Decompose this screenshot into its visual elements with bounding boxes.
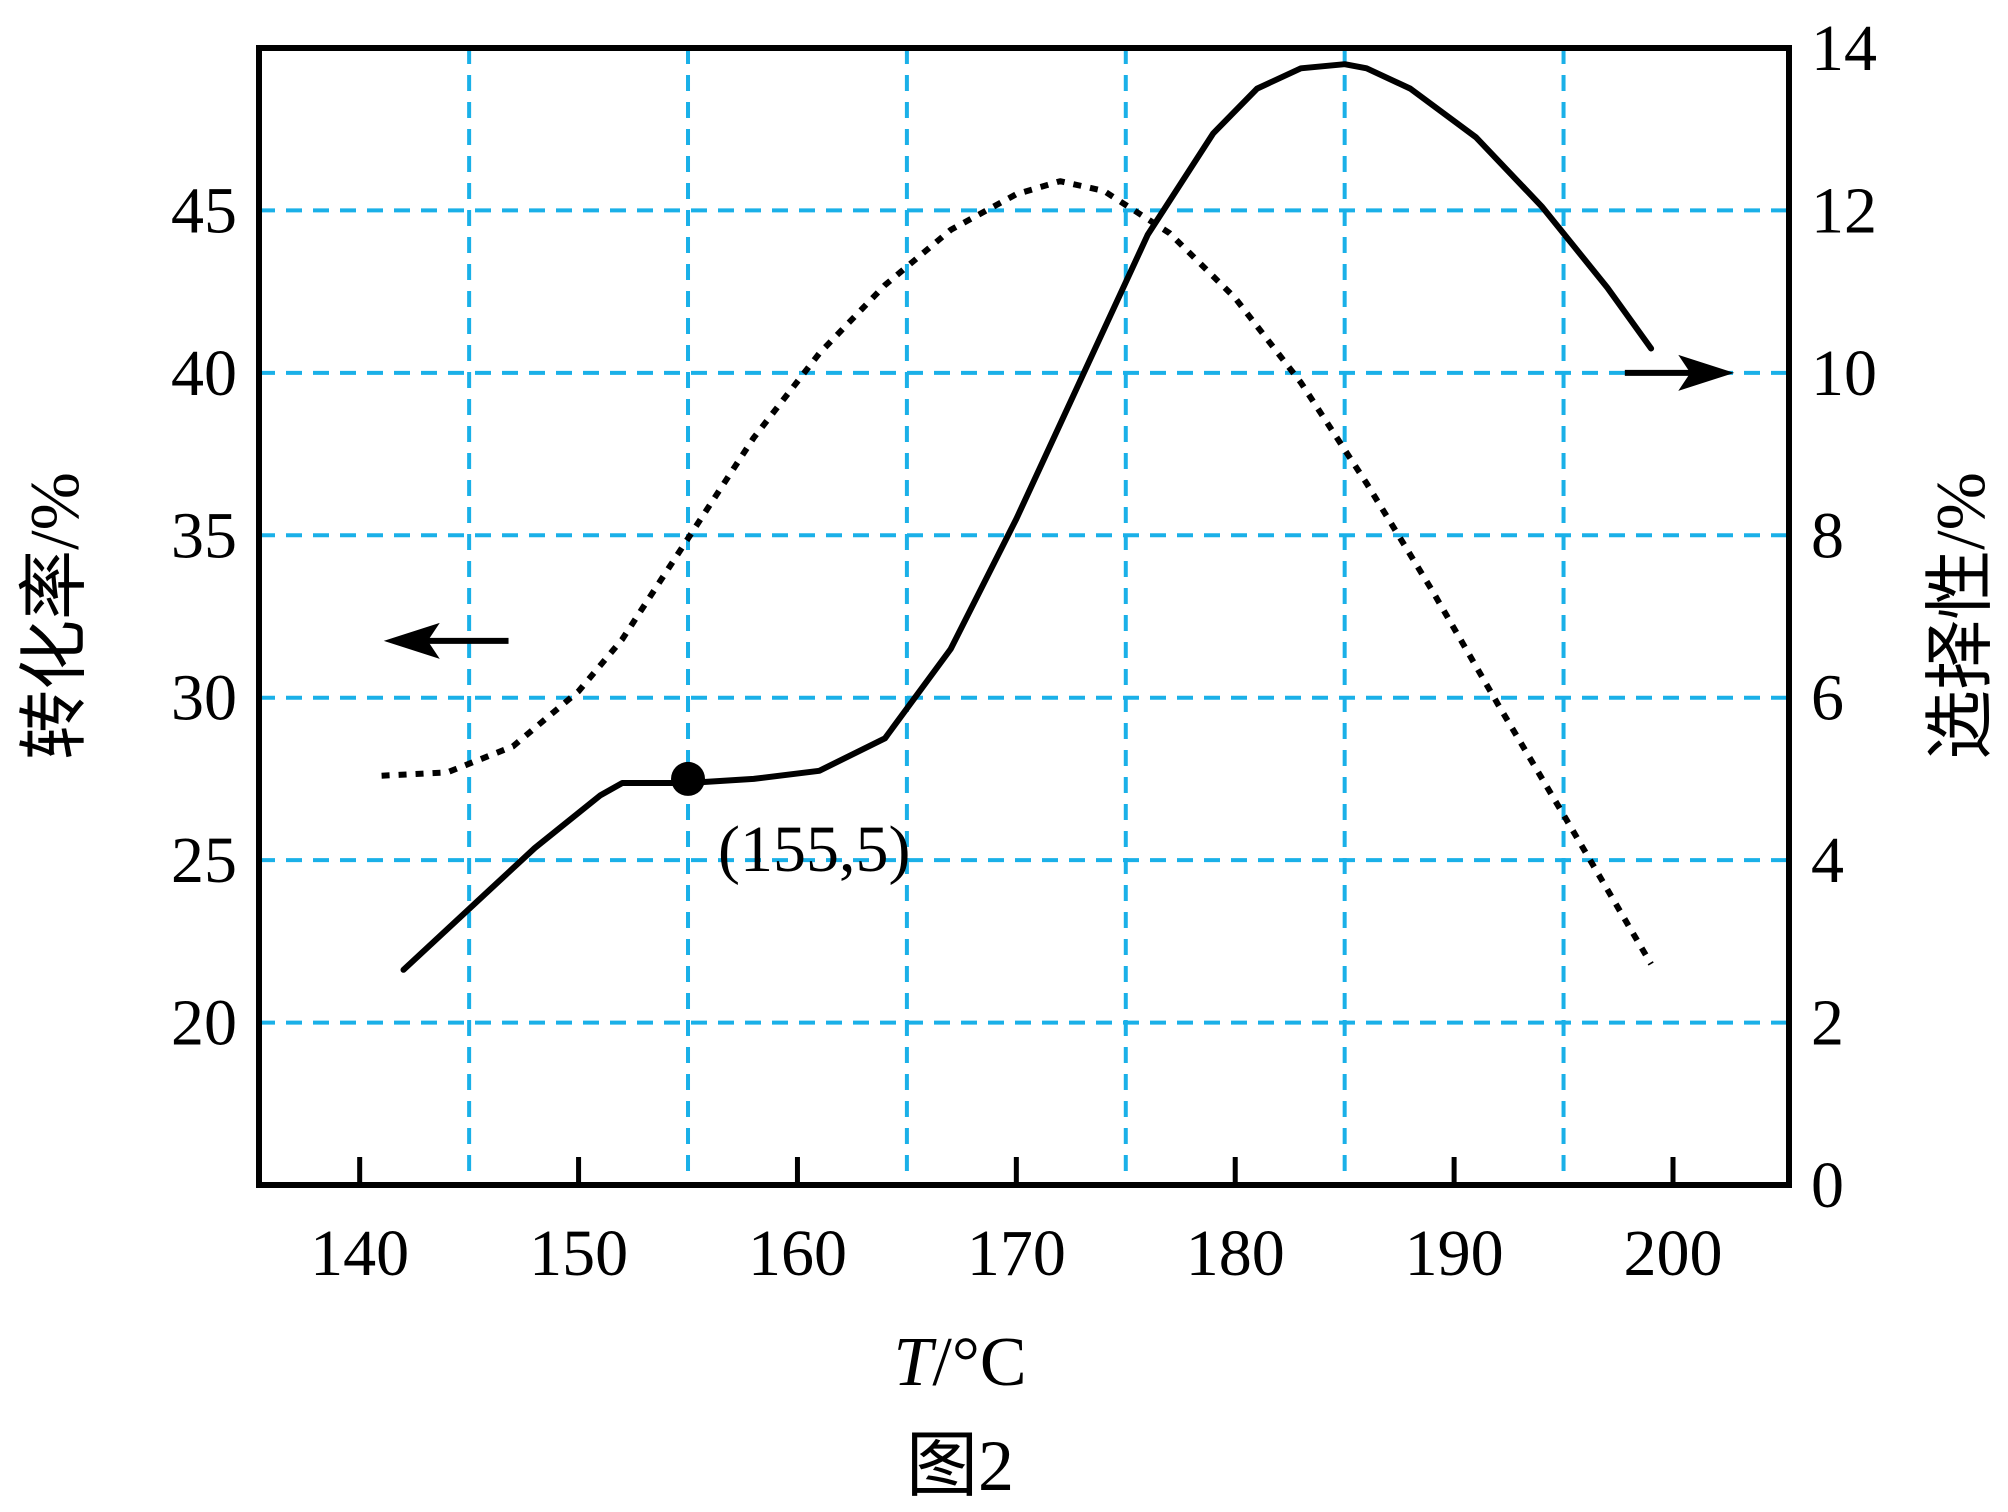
y-right-tick-label-8: 8 <box>1811 499 1844 572</box>
series-group <box>381 61 1655 973</box>
y-left-tick-label-30: 30 <box>171 662 237 735</box>
marker-point <box>671 761 706 796</box>
y-axis-title-right: 选择性/% <box>1923 472 2000 760</box>
y-right-tick-label-10: 10 <box>1811 337 1877 410</box>
x-axis-title-unit: /°C <box>932 1324 1026 1401</box>
x-tick-label-160: 160 <box>748 1217 847 1290</box>
x-axis-title-variable: T <box>893 1324 937 1401</box>
arrow-head-left <box>383 622 440 659</box>
x-tick-label-170: 170 <box>967 1217 1066 1290</box>
y-right-tick-label-6: 6 <box>1811 662 1844 735</box>
marker-group: (155,5) <box>671 761 910 886</box>
arrow-head-right <box>1678 354 1735 391</box>
tick-labels: 140 150 160 170 180 190 200 20 25 30 35 40 45 0 2 4 6 8 10… <box>171 12 1877 1290</box>
y-left-tick-label-35: 35 <box>171 499 237 572</box>
y-left-tick-label-45: 45 <box>171 174 237 247</box>
tick-marks <box>357 1157 1676 1185</box>
y-right-tick-label-4: 4 <box>1811 824 1844 897</box>
marker-label: (155,5) <box>718 813 910 886</box>
y-left-tick-label-20: 20 <box>171 987 237 1060</box>
plot-frame <box>256 45 1792 1188</box>
conversion-curve-dotted <box>381 178 1654 966</box>
x-tick-label-140: 140 <box>310 1217 409 1290</box>
y-right-tick-label-14: 14 <box>1811 12 1877 85</box>
grid-lines <box>259 48 1789 1185</box>
x-tick-label-190: 190 <box>1405 1217 1504 1290</box>
y-right-tick-label-0: 0 <box>1811 1149 1844 1222</box>
x-tick-label-150: 150 <box>529 1217 628 1290</box>
arrow-annotations <box>383 354 1735 659</box>
x-axis-title: T/°C <box>893 1324 1026 1401</box>
y-right-tick-label-12: 12 <box>1811 174 1877 247</box>
figure-caption: 图2 <box>906 1426 1014 1506</box>
x-tick-label-200: 200 <box>1623 1217 1722 1290</box>
y-left-tick-label-40: 40 <box>171 337 237 410</box>
y-left-tick-label-25: 25 <box>171 824 237 897</box>
y-axis-title-left: 转化率/% <box>17 472 94 760</box>
selectivity-curve-solid <box>400 61 1655 973</box>
y-right-tick-label-2: 2 <box>1811 987 1844 1060</box>
x-tick-label-180: 180 <box>1186 1217 1285 1290</box>
